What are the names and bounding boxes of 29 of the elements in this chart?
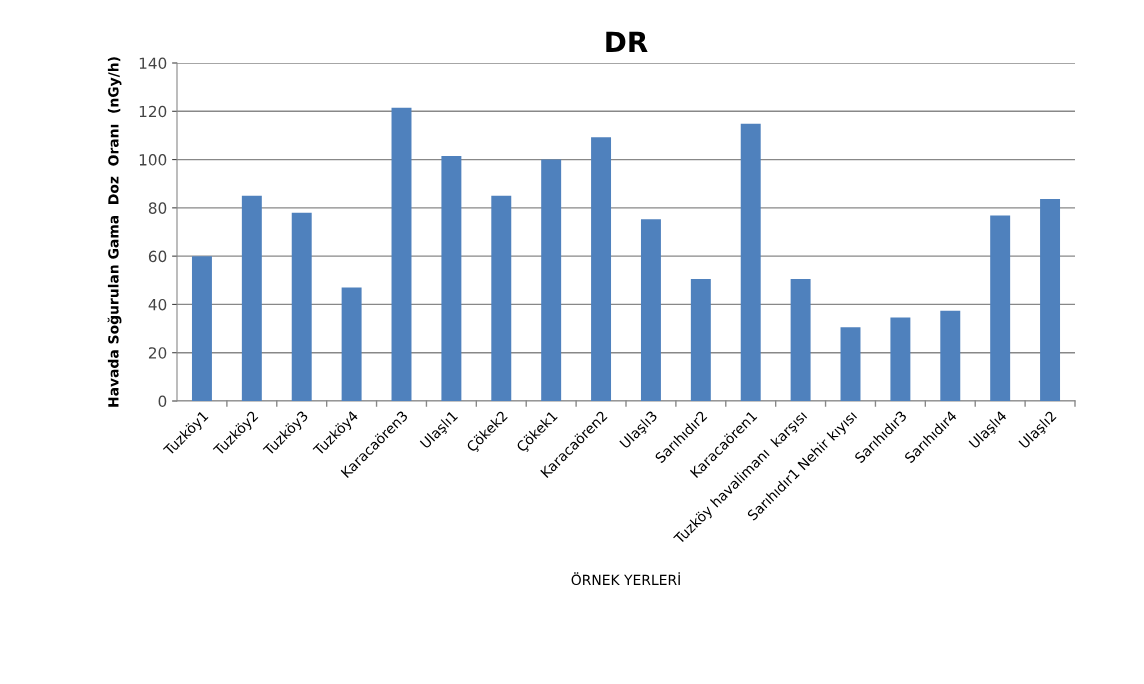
bar bbox=[640, 219, 661, 401]
y-tick-label: 0 bbox=[158, 395, 167, 408]
bar bbox=[940, 310, 961, 401]
y-tick-label: 40 bbox=[148, 298, 167, 311]
bar bbox=[241, 195, 262, 401]
bar bbox=[990, 215, 1011, 401]
bar bbox=[541, 159, 562, 401]
bar bbox=[191, 256, 212, 401]
y-tick-label: 140 bbox=[139, 57, 167, 70]
x-axis-title: ÖRNEK YERLERİ bbox=[571, 572, 680, 586]
y-tick-label: 20 bbox=[148, 347, 167, 359]
bar bbox=[391, 107, 412, 401]
bar bbox=[591, 137, 612, 401]
bar bbox=[441, 155, 462, 401]
bar bbox=[491, 195, 512, 401]
bar bbox=[840, 327, 861, 401]
y-axis-title: Havada Soğurulan Gama Doz Oranı (nGy/h) bbox=[107, 57, 122, 407]
bar bbox=[341, 287, 362, 401]
bar bbox=[291, 212, 312, 401]
y-tick-label: 80 bbox=[148, 202, 167, 214]
bar bbox=[740, 123, 761, 401]
chart-title: DR bbox=[606, 31, 648, 52]
y-tick-label: 60 bbox=[148, 250, 167, 263]
bar bbox=[1040, 198, 1061, 401]
y-tick-label: 100 bbox=[139, 154, 167, 166]
y-tick-label: 120 bbox=[139, 105, 167, 118]
bar bbox=[790, 279, 811, 401]
bar bbox=[690, 279, 711, 401]
bar bbox=[890, 317, 911, 401]
